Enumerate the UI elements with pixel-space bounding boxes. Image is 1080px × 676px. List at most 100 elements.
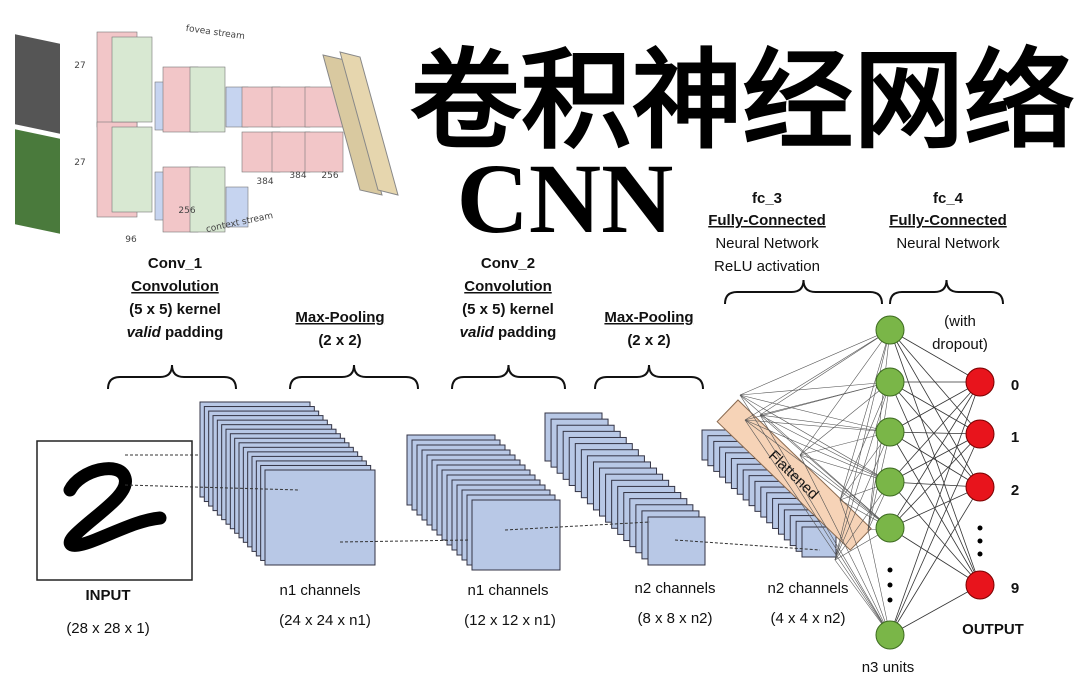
layer-name: Conv_1	[148, 255, 202, 272]
hidden-node	[875, 417, 905, 447]
inset-fc-block	[322, 54, 383, 196]
input-image	[36, 440, 193, 581]
volume-dims: (24 x 24 x n1)	[279, 612, 371, 629]
layer-padding: valid padding	[460, 324, 557, 341]
inset-dim: 27	[74, 61, 85, 71]
connection	[744, 419, 891, 483]
connection	[739, 381, 891, 396]
brace	[724, 279, 883, 305]
braces	[107, 279, 1004, 390]
ellipsis-dot	[887, 582, 893, 588]
volume-dims: (12 x 12 x n1)	[464, 612, 556, 629]
output-class-label: 0	[1011, 377, 1019, 394]
layer-type: Fully-Connected	[708, 212, 826, 229]
connection	[799, 329, 891, 456]
connection	[889, 486, 981, 636]
layer-name: Conv_2	[481, 255, 535, 272]
connection	[744, 419, 891, 529]
connection	[834, 381, 891, 561]
page-title: 卷积神经网络	[410, 38, 1075, 164]
inset-dim: 384	[256, 177, 273, 187]
inset-block	[271, 131, 311, 173]
hidden-node	[875, 513, 905, 543]
connection	[834, 431, 891, 561]
connection	[834, 481, 891, 561]
connection	[739, 394, 891, 529]
volume-label: n1 channels	[468, 582, 549, 599]
connection	[889, 433, 981, 483]
connection	[889, 481, 981, 586]
inset-top-label: fovea stream	[185, 24, 245, 42]
connection	[889, 381, 981, 488]
volume-label: n1 channels	[280, 582, 361, 599]
connection	[799, 454, 891, 483]
volume-label: n2 channels	[635, 580, 716, 597]
dropout-note: dropout)	[932, 336, 988, 353]
dropout-note: (with	[944, 313, 976, 330]
volume-dims: (28 x 28 x 1)	[66, 620, 149, 637]
connection	[889, 329, 981, 383]
output-class-label: 2	[1011, 482, 1019, 499]
conv1-label: Conv_1 Convolution (5 x 5) kernel valid …	[127, 255, 224, 341]
inset-block	[189, 166, 226, 233]
connection	[834, 329, 891, 561]
layer-type: Convolution	[464, 278, 551, 295]
layer-padding: valid padding	[127, 324, 224, 341]
connection	[839, 329, 891, 501]
layer-kernel: (5 x 5) kernel	[462, 301, 554, 318]
connection	[839, 381, 891, 501]
hidden-units-label: n3 units	[862, 659, 915, 676]
connection	[744, 329, 891, 421]
subtitle: CNN	[457, 143, 674, 254]
connection	[889, 431, 981, 435]
connection	[889, 381, 981, 586]
pool1-label: Max-Pooling (2 x 2)	[295, 309, 384, 349]
layer-size: (2 x 2)	[318, 332, 361, 349]
connection	[867, 529, 891, 636]
connection	[744, 419, 891, 636]
layer-name: fc_3	[752, 190, 782, 207]
connection	[889, 433, 981, 636]
layer-desc: Neural Network	[896, 235, 1000, 252]
output-node	[965, 570, 995, 600]
connection	[889, 527, 981, 586]
connection	[839, 499, 891, 636]
connection	[889, 431, 981, 488]
layer-type: Fully-Connected	[889, 212, 1007, 229]
connection	[889, 381, 981, 483]
connection	[889, 584, 981, 636]
inset-dim: 384	[289, 171, 306, 181]
connection	[744, 381, 891, 421]
inset-image-top	[15, 34, 60, 134]
connection	[739, 329, 891, 396]
connection	[889, 329, 981, 488]
pool2-label: Max-Pooling (2 x 2)	[604, 309, 693, 349]
inset-block	[225, 186, 249, 228]
hidden-node	[875, 467, 905, 497]
inset-two-stream-network: fovea stream context stream 27 27 96 256…	[15, 24, 399, 245]
receptive-field-lines	[124, 454, 821, 551]
connection	[889, 381, 981, 529]
connection	[889, 381, 981, 636]
output-node	[965, 419, 995, 449]
brace	[107, 364, 237, 390]
inset-dim: 27	[74, 158, 85, 168]
hidden-node	[875, 620, 905, 650]
layer-type: Convolution	[131, 278, 218, 295]
connection	[834, 559, 891, 636]
volume-label: INPUT	[86, 587, 131, 604]
volume-dims: (8 x 8 x n2)	[637, 610, 712, 627]
inset-block	[189, 66, 226, 133]
feature-map	[471, 499, 561, 571]
inset-dim: 256	[178, 206, 195, 216]
connection	[799, 454, 891, 636]
ellipsis-dot	[887, 567, 893, 573]
ellipsis-dot	[977, 551, 983, 557]
inset-block	[111, 126, 153, 213]
connection	[759, 329, 891, 416]
layer-desc: Neural Network	[715, 235, 819, 252]
brace	[289, 364, 419, 390]
connection	[867, 381, 891, 531]
inset-block	[271, 86, 311, 128]
